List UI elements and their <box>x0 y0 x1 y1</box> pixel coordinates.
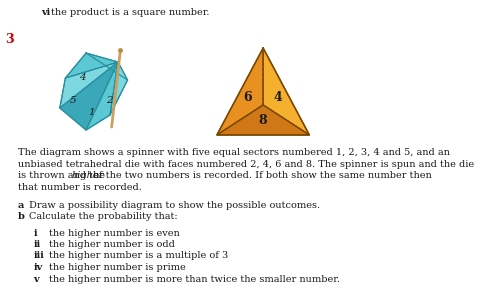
Text: Calculate the probability that:: Calculate the probability that: <box>29 212 177 221</box>
Text: higher: higher <box>72 171 104 180</box>
Text: a: a <box>17 200 24 210</box>
Text: of the two numbers is recorded. If both show the same number then: of the two numbers is recorded. If both … <box>90 171 432 180</box>
Text: ii: ii <box>33 240 41 249</box>
Text: Draw a possibility diagram to show the possible outcomes.: Draw a possibility diagram to show the p… <box>29 200 320 210</box>
Polygon shape <box>263 48 309 135</box>
Polygon shape <box>110 62 128 115</box>
Text: i: i <box>33 229 37 237</box>
Text: 4: 4 <box>79 73 86 81</box>
Polygon shape <box>60 62 118 108</box>
Text: 1: 1 <box>89 107 95 117</box>
Text: 8: 8 <box>259 114 268 126</box>
Text: that number is recorded.: that number is recorded. <box>17 182 141 192</box>
Text: iii: iii <box>33 252 45 260</box>
Text: The diagram shows a spinner with five equal sectors numbered 1, 2, 3, 4 and 5, a: The diagram shows a spinner with five eq… <box>17 148 450 157</box>
Polygon shape <box>217 48 263 135</box>
Text: iv: iv <box>33 263 43 272</box>
Text: 3: 3 <box>6 33 14 46</box>
Text: the product is a square number.: the product is a square number. <box>51 8 210 17</box>
Polygon shape <box>217 105 309 135</box>
Polygon shape <box>65 53 118 78</box>
Text: the higher number is even: the higher number is even <box>49 229 180 237</box>
Text: the higher number is a multiple of 3: the higher number is a multiple of 3 <box>49 252 228 260</box>
Text: is thrown and the: is thrown and the <box>17 171 107 180</box>
Text: the higher number is odd: the higher number is odd <box>49 240 175 249</box>
Polygon shape <box>60 62 118 130</box>
Text: the higher number is more than twice the smaller number.: the higher number is more than twice the… <box>49 274 340 283</box>
Text: 2: 2 <box>106 95 113 105</box>
Polygon shape <box>86 62 118 130</box>
Text: 5: 5 <box>70 95 76 105</box>
Text: the higher number is prime: the higher number is prime <box>49 263 186 272</box>
Text: b: b <box>17 212 24 221</box>
Text: unbiased tetrahedral die with faces numbered 2, 4, 6 and 8. The spinner is spun : unbiased tetrahedral die with faces numb… <box>17 159 474 169</box>
Text: v: v <box>33 274 39 283</box>
Text: 6: 6 <box>243 91 252 103</box>
Text: vi: vi <box>42 8 51 17</box>
Text: 4: 4 <box>273 91 282 103</box>
